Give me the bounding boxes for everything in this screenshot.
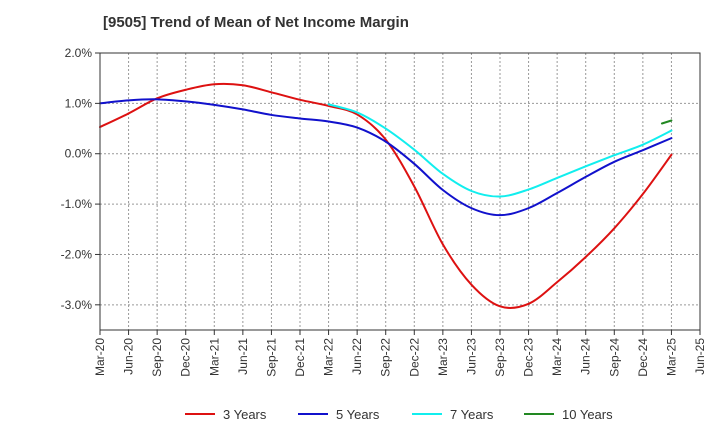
series-line-7-years bbox=[327, 103, 673, 198]
legend-label: 7 Years bbox=[450, 407, 494, 422]
y-tick-label: 1.0% bbox=[65, 96, 93, 110]
chart-title: [9505] Trend of Mean of Net Income Margi… bbox=[103, 14, 409, 31]
x-tick-label: Dec-24 bbox=[636, 338, 650, 377]
x-tick-label: Jun-20 bbox=[122, 338, 136, 375]
series-line-3-years bbox=[99, 82, 673, 309]
x-axis: Mar-20 Jun-20 Sep-20 Dec-20 Mar-21 Jun-21 Sep-… bbox=[93, 330, 707, 377]
legend-item: 7 Years bbox=[412, 407, 494, 422]
x-tick-label: Mar-23 bbox=[436, 338, 450, 376]
x-tick-label: Dec-21 bbox=[293, 338, 307, 377]
x-tick-label: Mar-24 bbox=[550, 338, 564, 376]
plot-border bbox=[99, 52, 701, 331]
legend-label: 10 Years bbox=[562, 407, 613, 422]
series-line-5-years bbox=[99, 98, 673, 217]
x-tick-label: Jun-23 bbox=[464, 338, 478, 375]
legend-label: 3 Years bbox=[223, 407, 267, 422]
x-tick-label: Sep-24 bbox=[607, 338, 621, 377]
x-tick-label: Dec-23 bbox=[522, 338, 536, 377]
x-tick-label: Sep-20 bbox=[150, 338, 164, 377]
x-tick-label: Sep-23 bbox=[493, 338, 507, 377]
x-tick-label: Mar-22 bbox=[322, 338, 336, 376]
legend-item: 5 Years bbox=[298, 407, 380, 422]
x-tick-label: Sep-22 bbox=[379, 338, 393, 377]
x-tick-label: Jun-22 bbox=[350, 338, 364, 375]
x-tick-label: Mar-25 bbox=[664, 338, 678, 376]
legend-item: 10 Years bbox=[524, 407, 613, 422]
y-tick-label: -3.0% bbox=[61, 298, 93, 312]
y-tick-label: 2.0% bbox=[65, 46, 93, 60]
series-line-10-years bbox=[660, 119, 673, 125]
x-tick-label: Jun-24 bbox=[579, 338, 593, 375]
y-axis: 2.0% 1.0% 0.0% -1.0% -2.0% -3.0% bbox=[61, 46, 100, 312]
x-tick-label: Sep-21 bbox=[264, 338, 278, 377]
x-tick-label: Dec-22 bbox=[407, 338, 421, 377]
x-tick-label: Jun-25 bbox=[693, 338, 707, 375]
legend-item: 3 Years bbox=[185, 407, 267, 422]
y-tick-label: -1.0% bbox=[61, 197, 93, 211]
x-tick-label: Mar-20 bbox=[93, 338, 107, 376]
legend-label: 5 Years bbox=[336, 407, 380, 422]
x-tick-label: Mar-21 bbox=[207, 338, 221, 376]
legend: 3 Years 5 Years 7 Years 10 Years bbox=[185, 407, 613, 422]
grid-lines bbox=[100, 53, 700, 330]
x-tick-label: Dec-20 bbox=[179, 338, 193, 377]
y-tick-label: -2.0% bbox=[61, 247, 93, 261]
y-tick-label: 0.0% bbox=[65, 147, 93, 161]
series-lines bbox=[99, 82, 673, 309]
x-tick-label: Jun-21 bbox=[236, 338, 250, 375]
